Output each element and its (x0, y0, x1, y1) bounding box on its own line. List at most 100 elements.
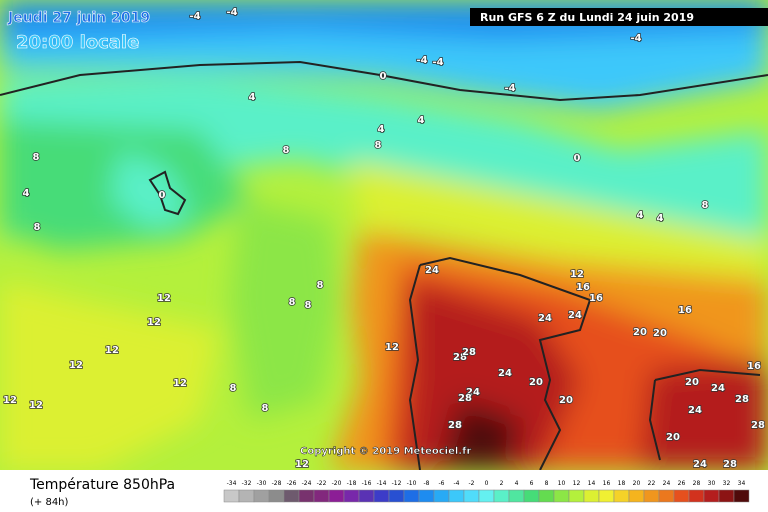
scale-swatch (703, 489, 720, 503)
scale-label: 8 (545, 480, 549, 487)
contour-label: 8 (317, 280, 324, 291)
scale-swatch (433, 489, 450, 503)
scale-label: -4 (454, 480, 460, 487)
scale-swatch (598, 489, 615, 503)
scale-label: -14 (377, 480, 387, 487)
scale-label: -32 (242, 480, 252, 487)
scale-swatch (253, 489, 270, 503)
scale-swatch (628, 489, 645, 503)
contour-label: 8 (289, 297, 296, 308)
scale-label: 6 (530, 480, 534, 487)
contour-label: -4 (504, 83, 515, 94)
contour-label: -4 (226, 7, 237, 18)
legend-title: Température 850hPa (29, 477, 175, 493)
scale-label: 32 (723, 480, 731, 487)
contour-label: 16 (678, 305, 692, 316)
contour-label: 28 (462, 347, 476, 358)
scale-label: 20 (633, 480, 641, 487)
scale-label: -6 (439, 480, 445, 487)
scale-label: 26 (678, 480, 686, 487)
contour-label: -4 (630, 33, 641, 44)
contour-label: 12 (295, 459, 309, 470)
contour-label: 28 (735, 394, 749, 405)
scale-swatch (268, 489, 285, 503)
scale-swatch (313, 489, 330, 503)
scale-label: -22 (317, 480, 327, 487)
contour-label: -4 (416, 55, 427, 66)
scale-swatch (343, 489, 360, 503)
contour-label: 12 (69, 360, 83, 371)
contour-label: 4 (637, 210, 644, 221)
scale-swatch (643, 489, 660, 503)
scale-swatch (553, 489, 570, 503)
scale-label: 4 (515, 480, 519, 487)
scale-label: 14 (588, 480, 596, 487)
contour-label: 0 (574, 153, 581, 164)
contour-label: 8 (702, 200, 709, 211)
scale-swatch (523, 489, 540, 503)
scale-label: -26 (287, 480, 297, 487)
scale-label: -24 (302, 480, 312, 487)
contour-label: 28 (453, 352, 467, 363)
contour-label: 4 (249, 92, 256, 103)
contour-label: 16 (589, 293, 603, 304)
scale-label: 28 (693, 480, 701, 487)
scale-label: -16 (362, 480, 372, 487)
contour-label: 20 (653, 328, 667, 339)
contour-label: 28 (448, 420, 462, 431)
contour-label: 20 (685, 377, 699, 388)
contour-label: 28 (723, 459, 737, 470)
contour-label: 24 (693, 459, 707, 470)
contour-label: 12 (570, 269, 584, 280)
scale-swatch (478, 489, 495, 503)
scale-swatch (298, 489, 315, 503)
forecast-time: 20:00 locale (16, 32, 139, 53)
scale-label: 22 (648, 480, 656, 487)
contour-label: 20 (633, 327, 647, 338)
scale-swatch (613, 489, 630, 503)
contour-label: 12 (3, 395, 17, 406)
scale-label: 24 (663, 480, 671, 487)
scale-swatch (688, 489, 705, 503)
scale-swatch (463, 489, 480, 503)
run-info: Run GFS 6 Z du Lundi 24 juin 2019 (480, 11, 694, 24)
scale-label: -10 (407, 480, 417, 487)
contour-label: 24 (568, 310, 582, 321)
contour-label: 12 (173, 378, 187, 389)
contour-label: 20 (559, 395, 573, 406)
scale-label: -8 (424, 480, 430, 487)
contour-label: 24 (498, 368, 512, 379)
scale-label: 10 (558, 480, 566, 487)
scale-label: -30 (257, 480, 267, 487)
scale-label: 18 (618, 480, 626, 487)
contour-label: 12 (157, 293, 171, 304)
contour-label: 8 (375, 140, 382, 151)
scale-swatch (403, 489, 420, 503)
scale-swatch (418, 489, 435, 503)
scale-label: 0 (485, 480, 489, 487)
legend-subtitle: (+ 84h) (30, 497, 69, 508)
contour-label: 8 (33, 152, 40, 163)
scale-swatch (223, 489, 240, 503)
contour-label: 28 (751, 420, 765, 431)
scale-swatch (358, 489, 375, 503)
contour-label: 16 (747, 361, 761, 372)
contour-label: 24 (688, 405, 702, 416)
contour-label: 8 (262, 403, 269, 414)
scale-label: -18 (347, 480, 357, 487)
scale-swatch (673, 489, 690, 503)
scale-swatch (283, 489, 300, 503)
scale-label: -12 (392, 480, 402, 487)
contour-label: 12 (147, 317, 161, 328)
scale-label: -28 (272, 480, 282, 487)
scale-label: 12 (573, 480, 581, 487)
contour-label: 28 (458, 393, 472, 404)
scale-swatch (328, 489, 345, 503)
contour-label: 24 (466, 387, 480, 398)
run-box (470, 8, 768, 26)
contour-label: -4 (189, 11, 200, 22)
contour-label: -4 (432, 57, 443, 68)
scale-swatch (373, 489, 390, 503)
scale-swatch (658, 489, 675, 503)
